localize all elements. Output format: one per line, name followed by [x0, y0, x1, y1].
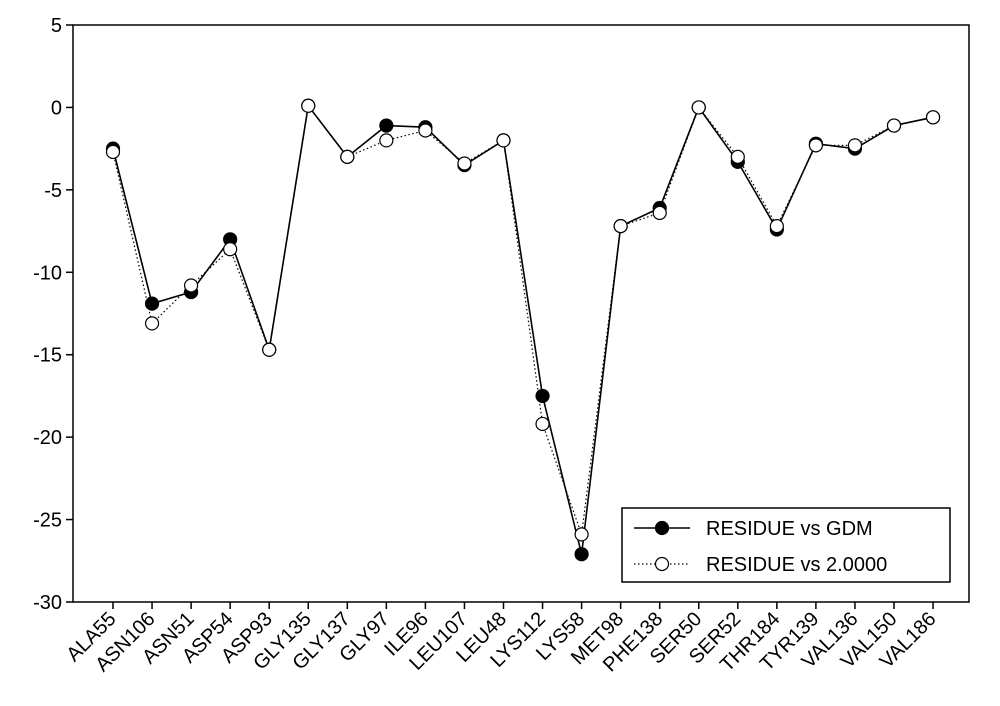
point-2 [301, 98, 316, 113]
y-tick-label: 0 [51, 97, 62, 119]
point-2 [144, 316, 160, 331]
point-2 [379, 133, 394, 148]
point-2 [574, 527, 589, 542]
x-axis: ALA55ASN106ASN51ASP54ASP93GLY135GLY137GL… [63, 602, 941, 676]
point-gdm [535, 388, 550, 404]
y-tick-label: -30 [33, 592, 62, 614]
point-gdm [144, 296, 160, 311]
point-2 [691, 100, 706, 115]
point-gdm [574, 547, 589, 562]
series-line-2 [112, 104, 934, 535]
point-2 [847, 138, 863, 153]
point-2 [535, 416, 550, 432]
point-2 [613, 219, 628, 234]
point-2 [105, 144, 121, 160]
point-2 [184, 278, 199, 293]
legend: RESIDUE vs GDM RESIDUE vs 2.0000 [621, 507, 951, 583]
plot-frame [72, 24, 970, 603]
legend-marker-gdm [654, 520, 670, 536]
y-tick-label: -20 [33, 427, 62, 449]
point-2 [769, 219, 784, 234]
series-layer [105, 98, 941, 562]
legend-marker-2 [654, 556, 670, 572]
point-2 [496, 133, 511, 148]
point-2 [262, 342, 277, 357]
legend-box [621, 507, 951, 583]
series-line-gdm [112, 103, 934, 555]
y-tick-label: 5 [51, 15, 62, 37]
point-2 [457, 156, 472, 171]
point-2 [925, 110, 941, 125]
point-2 [730, 149, 745, 164]
legend-label-2: RESIDUE vs 2.0000 [706, 554, 887, 576]
point-2 [418, 123, 433, 138]
y-tick-label: -25 [33, 510, 62, 532]
point-2 [223, 242, 238, 257]
point-2 [652, 205, 667, 221]
y-tick-label: -10 [33, 262, 62, 284]
point-gdm [379, 118, 394, 133]
y-axis: 5 0 -5 -10 -15 -20 -25 -30 [33, 15, 73, 614]
point-2 [886, 118, 902, 133]
point-2 [340, 149, 355, 164]
legend-label-gdm: RESIDUE vs GDM [706, 518, 873, 540]
y-tick-label: -15 [33, 345, 62, 367]
point-2 [808, 138, 824, 153]
y-tick-label: -5 [44, 180, 62, 202]
